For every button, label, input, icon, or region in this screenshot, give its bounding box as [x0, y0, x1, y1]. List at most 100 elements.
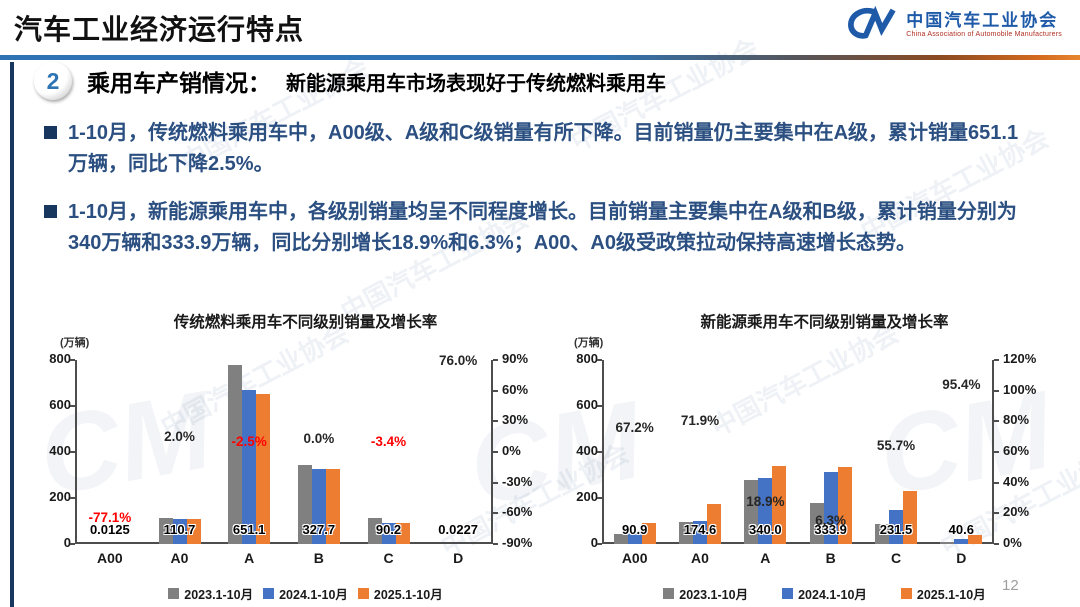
secondary-tick-mark	[493, 543, 498, 545]
bar	[325, 469, 340, 544]
secondary-tick-label: -90%	[502, 535, 533, 550]
y-tick-label: 800	[576, 351, 598, 366]
bar	[772, 466, 787, 544]
value-label: 40.6	[948, 522, 974, 537]
plot-area: 800 600 400 200 0 120% 100% 80% 60% 40% 20% 0% A00 90…	[576, 351, 1036, 566]
growth-label: -3.4%	[370, 434, 407, 450]
secondary-tick-mark	[493, 512, 498, 515]
secondary-tick-label: 80%	[1003, 412, 1030, 428]
legend-swatch-icon	[168, 588, 180, 599]
growth-label: 55.7%	[876, 437, 916, 453]
bar	[903, 491, 917, 544]
bar	[940, 542, 955, 544]
page-title: 汽车工业经济运行特点	[14, 14, 305, 45]
y-tick-mark	[70, 543, 75, 545]
bar	[186, 519, 201, 544]
chart-legend: 2023.1-10月 2024.1-10月 2025.1-10月	[572, 584, 1077, 603]
secondary-tick-mark	[994, 359, 999, 361]
legend-label: 2023.1-10月	[679, 588, 749, 602]
secondary-tick-label: 60%	[1003, 443, 1030, 458]
bar	[809, 503, 824, 544]
secondary-tick-mark	[994, 543, 999, 545]
y-tick-mark	[70, 451, 75, 453]
bullet-square-icon	[44, 205, 57, 218]
y-tick-label: 0	[63, 535, 71, 550]
axis-unit-label: (万辆)	[574, 337, 604, 349]
secondary-tick-label: 30%	[502, 412, 529, 428]
secondary-tick-mark	[994, 451, 999, 453]
category-label: B	[825, 550, 836, 566]
value-label: 333.9	[814, 522, 847, 537]
chart-title: 传统燃料乘用车不同级别销量及增长率	[173, 314, 438, 331]
y-tick-mark	[70, 405, 75, 407]
category-label: A00	[621, 550, 648, 566]
org-name: 中国汽车工业协会	[906, 11, 1059, 31]
bar	[158, 518, 173, 544]
legend-item: 2025.1-10月	[900, 584, 986, 603]
bar	[875, 524, 889, 544]
value-label: 174.6	[683, 522, 717, 537]
category-label: C	[383, 550, 394, 566]
section-number: 2	[46, 67, 60, 94]
y-tick-mark	[597, 359, 602, 361]
y-tick-label: 0	[590, 535, 598, 550]
legend-item: 2023.1-10月	[168, 584, 253, 603]
bullet-item: 1-10月，传统燃料乘用车中，A00级、A级和C级销量有所下降。目前销量仍主要集…	[44, 118, 1034, 180]
chart-traditional-fuel: 传统燃料乘用车不同级别销量及增长率 (万辆) 800 600 400 200 0 90% 6…	[49, 310, 553, 605]
legend-swatch-icon	[782, 588, 794, 599]
category-label: A00	[96, 550, 123, 566]
y-tick-mark	[597, 451, 602, 453]
bar	[256, 394, 271, 544]
category-label: A	[244, 550, 255, 566]
legend-label: 2025.1-10月	[916, 588, 986, 602]
bar	[627, 531, 642, 544]
bar	[641, 523, 656, 544]
growth-label: 2.0%	[164, 428, 195, 444]
growth-label: 76.0%	[439, 353, 478, 369]
bullet-item: 1-10月，新能源乘用车中，各级别销量均呈不同程度增长。目前销量主要集中在A级和…	[44, 197, 1034, 259]
secondary-tick-mark	[994, 481, 999, 484]
cm-logo-icon	[846, 5, 898, 45]
legend-item: 2024.1-10月	[782, 584, 867, 603]
plot-area: 800 600 400 200 0 90% 60% 30% 0% -30% -60% -90% A00 0…	[49, 351, 532, 566]
secondary-tick-label: 20%	[1003, 504, 1030, 520]
bar	[395, 523, 410, 544]
category-label: A0	[691, 550, 709, 566]
legend-item: 2025.1-10月	[357, 584, 443, 603]
bar	[381, 523, 396, 544]
legend-swatch-icon	[357, 588, 369, 599]
value-label: 340.0	[749, 522, 782, 537]
growth-label: 71.9%	[680, 412, 720, 428]
legend-label: 2025.1-10月	[373, 588, 443, 602]
y-tick-mark	[597, 497, 602, 499]
secondary-tick-mark	[493, 420, 498, 423]
bar	[889, 510, 903, 544]
bar	[837, 467, 852, 544]
bar	[679, 522, 693, 544]
secondary-tick-label: -30%	[502, 473, 533, 489]
secondary-tick-label: -60%	[502, 504, 533, 520]
secondary-tick-mark	[994, 420, 999, 423]
growth-label: 18.9%	[746, 494, 785, 510]
legend-swatch-icon	[900, 588, 912, 599]
bar	[707, 504, 721, 544]
secondary-tick-mark	[493, 451, 498, 453]
secondary-tick-label: 100%	[1003, 381, 1037, 397]
category-label: D	[453, 550, 464, 566]
secondary-tick-mark	[493, 359, 498, 361]
bullet-text: 1-10月，新能源乘用车中，各级别销量均呈不同程度增长。目前销量主要集中在A级和…	[68, 201, 1017, 254]
legend-item: 2023.1-10月	[663, 584, 748, 603]
section-heading: 乘用车产销情况：	[87, 70, 271, 96]
y-tick-mark	[70, 497, 75, 499]
value-label: 231.5	[879, 522, 913, 537]
growth-label: 6.3%	[815, 513, 847, 529]
value-label: 110.7	[163, 522, 196, 537]
value-label: 90.9	[622, 522, 648, 537]
secondary-tick-label: 40%	[1003, 473, 1030, 489]
growth-label: 0.0%	[303, 431, 335, 446]
secondary-axis-line	[992, 360, 994, 544]
y-tick-mark	[70, 359, 75, 361]
y-tick-label: 400	[49, 443, 71, 458]
y-tick-label: 600	[576, 397, 598, 412]
